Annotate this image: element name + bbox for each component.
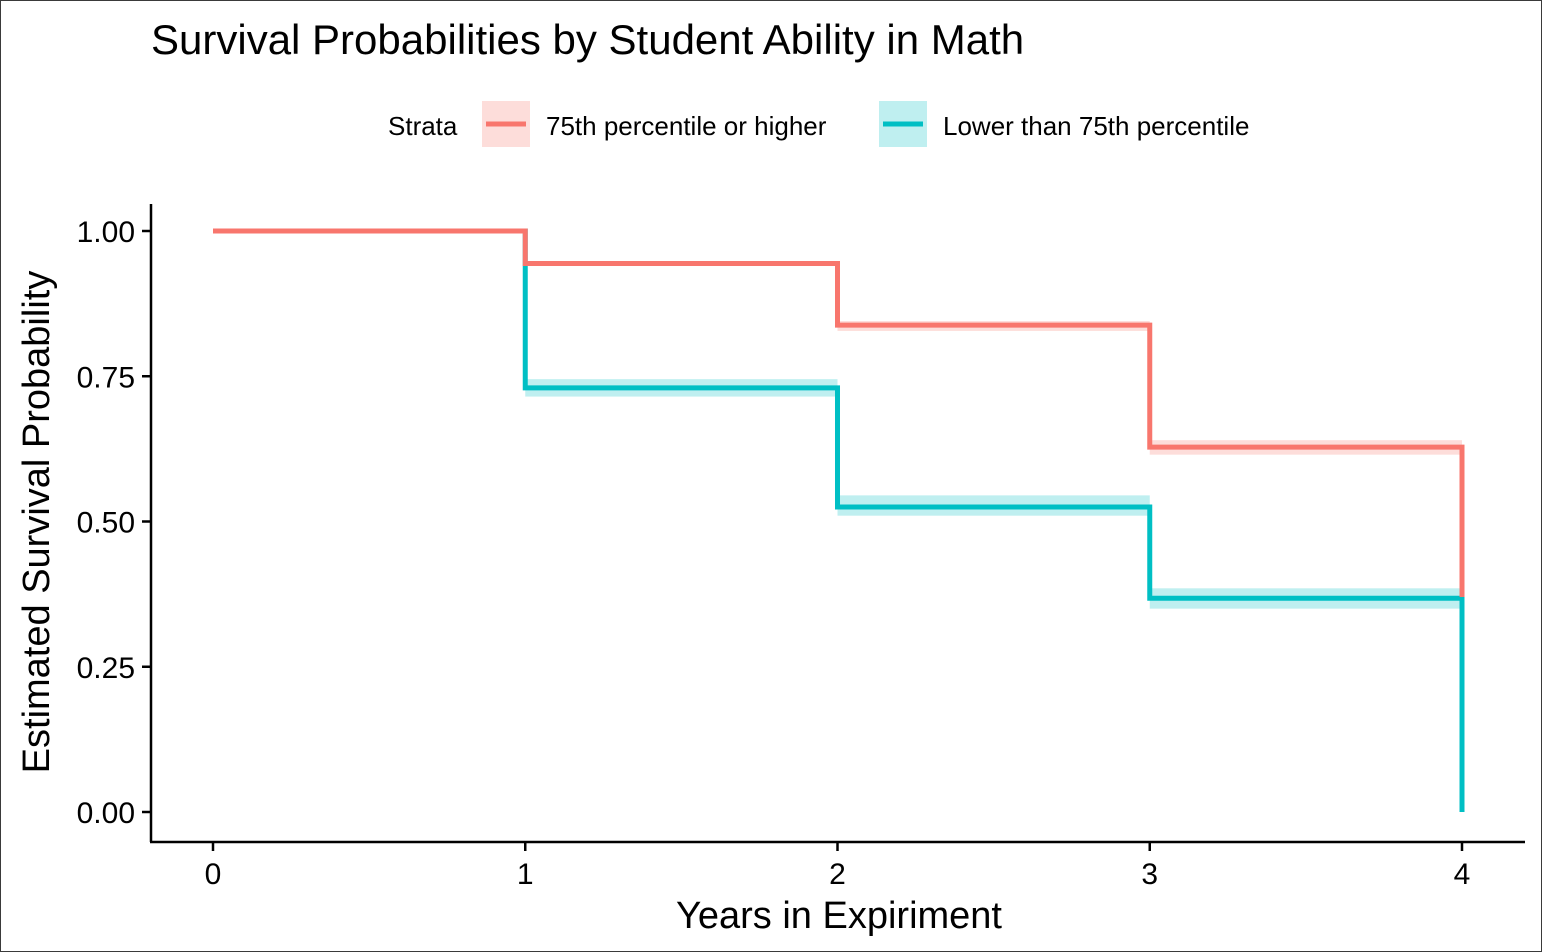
y-axis-ticks: 0.00 0.25 0.50 0.75 1.00 (77, 216, 151, 830)
legend-label-series-2: Lower than 75th percentile (943, 111, 1249, 141)
y-tick-label: 0.00 (77, 797, 135, 830)
survival-curves (213, 228, 1465, 812)
survival-curve-series-2 (213, 228, 1465, 812)
x-tick-label: 1 (517, 858, 534, 891)
legend: Strata 75th percentile or higher Lower t… (388, 101, 1249, 147)
x-tick-label: 0 (205, 858, 222, 891)
legend-title: Strata (388, 111, 458, 141)
x-tick-label: 3 (1141, 858, 1158, 891)
x-axis-ticks: 0 1 2 3 4 (205, 842, 1471, 891)
y-axis-title: Estimated Survival Probability (16, 271, 58, 774)
y-tick-label: 1.00 (77, 216, 135, 249)
x-tick-label: 2 (829, 858, 846, 891)
y-tick-label: 0.75 (77, 361, 135, 394)
x-tick-label: 4 (1454, 858, 1471, 891)
survival-curve-series-1 (213, 228, 1465, 598)
y-tick-label: 0.50 (77, 507, 135, 540)
legend-label-series-1: 75th percentile or higher (546, 111, 827, 141)
confidence-bands (525, 261, 1462, 609)
chart-title: Survival Probabilities by Student Abilit… (151, 16, 1024, 63)
y-tick-label: 0.25 (77, 652, 135, 685)
x-axis-title: Years in Expiriment (676, 895, 1002, 937)
